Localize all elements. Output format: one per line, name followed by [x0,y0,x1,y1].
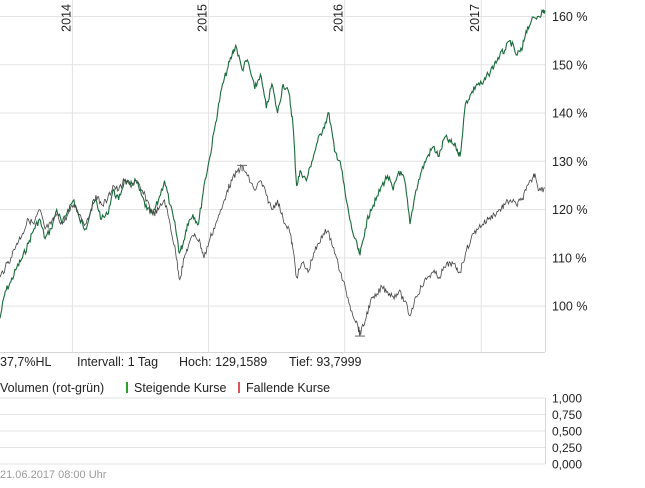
volume-tick-label: 0,000 [552,458,582,472]
timestamp: 21.06.2017 08:00 Uhr [0,469,107,481]
legend-falling-label: Fallende Kurse [246,381,331,395]
x-tick-label: 2017 [468,4,482,32]
y-tick-label: 130 % [552,155,587,169]
series-lines [0,9,546,337]
falling-swatch [238,382,240,393]
volume-tick-label: 0,750 [552,408,582,422]
y-tick-label: 140 % [552,107,587,121]
low-text: Tief: 93,7999 [289,355,362,369]
volume-tick-label: 0,500 [552,425,582,439]
legend-rising-label: Steigende Kurse [134,381,227,395]
y-tick-label: 120 % [552,203,587,217]
volume-panel: 1,000 0,750 0,500 0,250 0,000 [0,392,582,472]
series-line-benchmark [0,164,546,337]
volume-tick-label: 1,000 [552,392,582,406]
legend-rising: Steigende Kurse [126,380,226,396]
x-tick-label: 2014 [59,4,73,32]
x-tick-label: 2016 [332,4,346,32]
range-text: 37,7%HL [0,355,52,369]
y-tick-label: 100 % [552,300,587,314]
volume-tick-label: 0,250 [552,441,582,455]
legend-falling: Fallende Kurse [238,380,330,396]
series-line-primary [0,9,546,319]
rising-swatch [126,382,128,393]
interval-text: Intervall: 1 Tag [77,355,159,369]
y-tick-label: 160 % [552,10,587,24]
axis-labels: 100 % 110 % 120 % 130 % 140 % 150 % 160 % 2014 2… [59,4,587,314]
y-tick-label: 150 % [552,58,587,72]
volume-title: Volumen (rot-grün) [0,381,105,395]
x-tick-label: 2015 [196,4,210,32]
volume-legend: Volumen (rot-grün) Steigende Kurse Falle… [0,380,645,396]
y-tick-label: 110 % [552,251,587,265]
grid-lines [0,0,546,353]
high-text: Hoch: 129,1589 [179,355,268,369]
chart-info-row: 37,7%HL Intervall: 1 Tag Hoch: 129,1589 … [0,354,645,370]
